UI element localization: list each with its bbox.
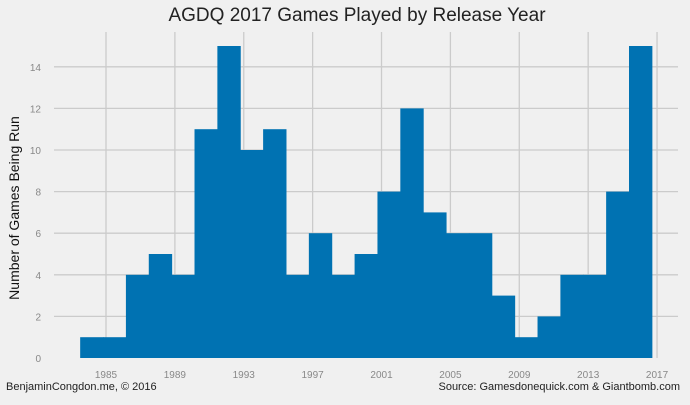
x-tick-label: 2005 <box>439 370 462 381</box>
y-tick-label: 10 <box>30 146 42 157</box>
x-axis-ticks: 1985 1989 1993 1997 2001 2005 2009 2013 2017 <box>95 370 669 381</box>
histogram-bar <box>514 337 539 358</box>
histogram-bar <box>354 254 378 358</box>
histogram-bar <box>468 233 493 358</box>
chart-title: AGDQ 2017 Games Played by Release Year <box>168 5 546 26</box>
y-tick-label: 4 <box>35 271 41 282</box>
x-tick-label: 1985 <box>95 370 118 381</box>
x-tick-label: 1993 <box>233 370 256 381</box>
x-tick-label: 2009 <box>508 370 531 381</box>
histogram-bar <box>583 274 607 358</box>
histogram-bar <box>148 254 173 358</box>
x-tick-label: 1989 <box>164 370 187 381</box>
y-axis-ticks: 0 2 4 6 8 10 12 14 <box>30 63 42 365</box>
y-tick-label: 0 <box>35 354 41 365</box>
histogram-bar <box>80 337 104 358</box>
histogram-bar <box>446 233 470 358</box>
y-tick-label: 6 <box>35 229 41 240</box>
histogram-bar <box>629 46 653 358</box>
histogram-bar <box>194 129 218 358</box>
y-tick-label: 8 <box>35 188 41 199</box>
histogram-bar <box>491 295 516 358</box>
histogram-bar <box>217 46 241 358</box>
x-tick-label: 2013 <box>577 370 600 381</box>
histogram-bar <box>400 108 424 359</box>
histogram-bar <box>285 274 310 358</box>
source-text: Source: Gamesdonequick.com & Giantbomb.c… <box>438 381 680 393</box>
histogram-bar <box>240 150 264 358</box>
histogram-bar <box>103 337 127 358</box>
y-tick-label: 14 <box>30 63 42 74</box>
histogram-bar <box>377 191 401 358</box>
histogram-bar <box>537 316 561 358</box>
x-tick-label: 1997 <box>302 370 325 381</box>
histogram-bar <box>125 274 150 358</box>
y-tick-label: 2 <box>35 312 41 323</box>
histogram-bars <box>80 46 653 359</box>
histogram-bar <box>308 233 333 358</box>
histogram-bar <box>560 274 584 358</box>
credit-text: BenjaminCongdon.me, © 2016 <box>6 381 157 393</box>
x-tick-label: 2017 <box>646 370 669 381</box>
x-tick-label: 2001 <box>370 370 393 381</box>
histogram-bar <box>331 274 356 358</box>
histogram-bar <box>263 129 287 358</box>
histogram-bar <box>606 191 630 358</box>
histogram-bar <box>171 274 196 358</box>
histogram-bar <box>423 212 447 358</box>
y-tick-label: 12 <box>30 104 42 115</box>
